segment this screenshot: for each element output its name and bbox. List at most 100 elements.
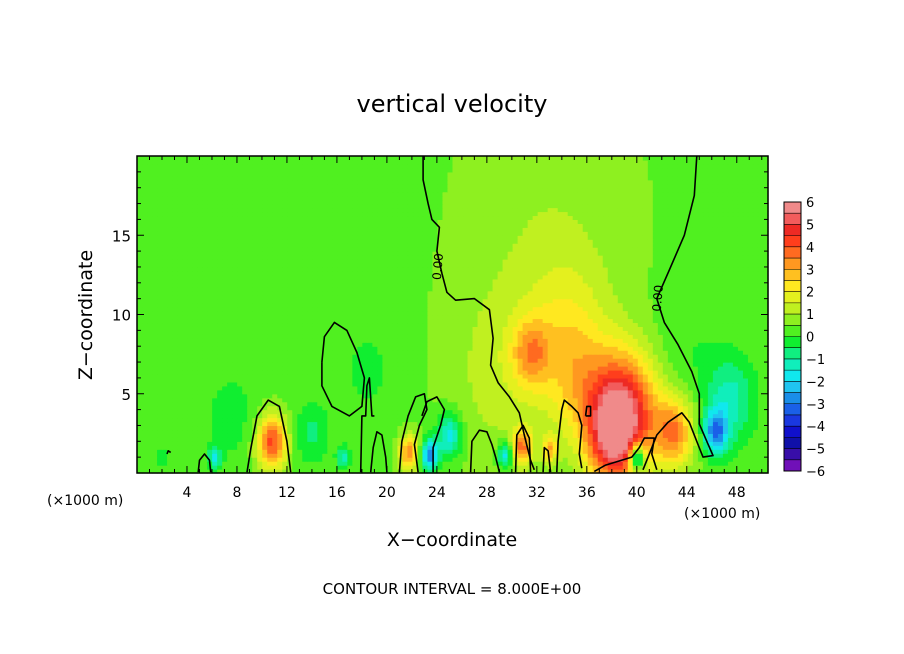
heat-cell [582,465,589,470]
heat-cell [557,381,564,387]
heat-cell [227,449,233,454]
heat-cell [302,465,308,470]
heat-cell [667,425,674,431]
heat-cell [727,417,734,423]
heat-cell [312,393,318,399]
heat-cell [302,381,308,387]
heat-cell [257,449,263,454]
heat-cell [137,417,143,423]
heat-cell [647,425,654,431]
heat-cell [612,417,619,423]
heat-cell [212,413,218,419]
heat-cell [682,318,689,324]
heat-cell [147,417,153,423]
heat-cell [762,413,769,419]
heat-cell [237,457,243,462]
heat-cell [252,429,258,434]
heat-cell [747,413,754,419]
heat-cell [317,461,323,466]
heat-cell [727,397,734,403]
heat-cell [232,330,238,335]
heat-cell [197,334,203,339]
heat-cell [577,377,584,383]
heat-cell [452,334,459,339]
heat-cell [612,433,619,438]
heat-cell [347,409,353,415]
heat-cell [167,429,173,434]
heat-cell [202,354,208,359]
heat-cell [492,366,499,371]
heat-cell [562,401,569,407]
heat-cell [417,350,424,355]
heat-cell [207,342,213,347]
heat-cell [527,393,534,399]
heat-cell [707,409,714,415]
heat-cell [152,437,158,442]
heat-cell [192,322,198,327]
heat-cell [232,465,238,470]
heat-cell [382,401,388,407]
heat-cell [242,457,248,462]
heat-cell [332,350,338,355]
heat-cell [762,441,769,446]
heat-cell [222,381,228,387]
heat-cell [722,441,729,446]
heat-cell [532,318,539,324]
heat-cell [297,465,303,470]
heat-cell [497,338,504,343]
heat-cell [487,449,494,454]
heat-cell [187,433,193,438]
heat-cell [417,437,424,442]
heat-cell [492,318,499,324]
heat-cell [457,405,464,411]
heat-cell [457,433,464,438]
heat-cell [542,354,549,359]
heat-cell [762,461,769,466]
heat-cell [382,445,388,450]
heat-cell [172,330,178,335]
heat-cell [467,437,474,442]
heat-cell [307,358,313,363]
heat-cell [592,441,599,446]
heat-cell [202,421,208,427]
heat-cell [212,437,218,442]
heat-cell [502,381,509,387]
heat-cell [642,377,649,383]
heat-cell [537,469,544,474]
heat-cell [372,354,378,359]
heat-cell [372,342,378,347]
heat-cell [312,457,318,462]
heat-cell [467,350,474,355]
heat-cell [177,421,183,427]
heat-cell [182,409,188,415]
heat-cell [357,366,363,371]
heat-cell [402,362,409,367]
heat-cell [377,334,383,339]
heat-cell [322,409,328,415]
heat-cell [282,437,288,442]
heat-cell [577,413,584,419]
heat-cell [452,445,459,450]
heat-cell [347,350,353,355]
heat-cell [667,393,674,399]
heat-cell [737,381,744,387]
heat-cell [237,413,243,419]
heat-cell [552,449,559,454]
heat-cell [367,405,373,411]
heat-cell [192,330,198,335]
heat-cell [632,429,639,434]
heat-cell [392,461,399,466]
heat-cell [462,381,469,387]
heat-cell [452,429,459,434]
heat-cell [227,457,233,462]
heat-cell [442,453,449,458]
heat-cell [747,409,754,415]
heat-cell [147,334,153,339]
heat-cell [322,354,328,359]
heat-cell [432,425,439,431]
heat-cell [272,381,278,387]
heat-cell [752,318,759,324]
heat-cell [307,397,313,403]
heat-cell [692,445,699,450]
